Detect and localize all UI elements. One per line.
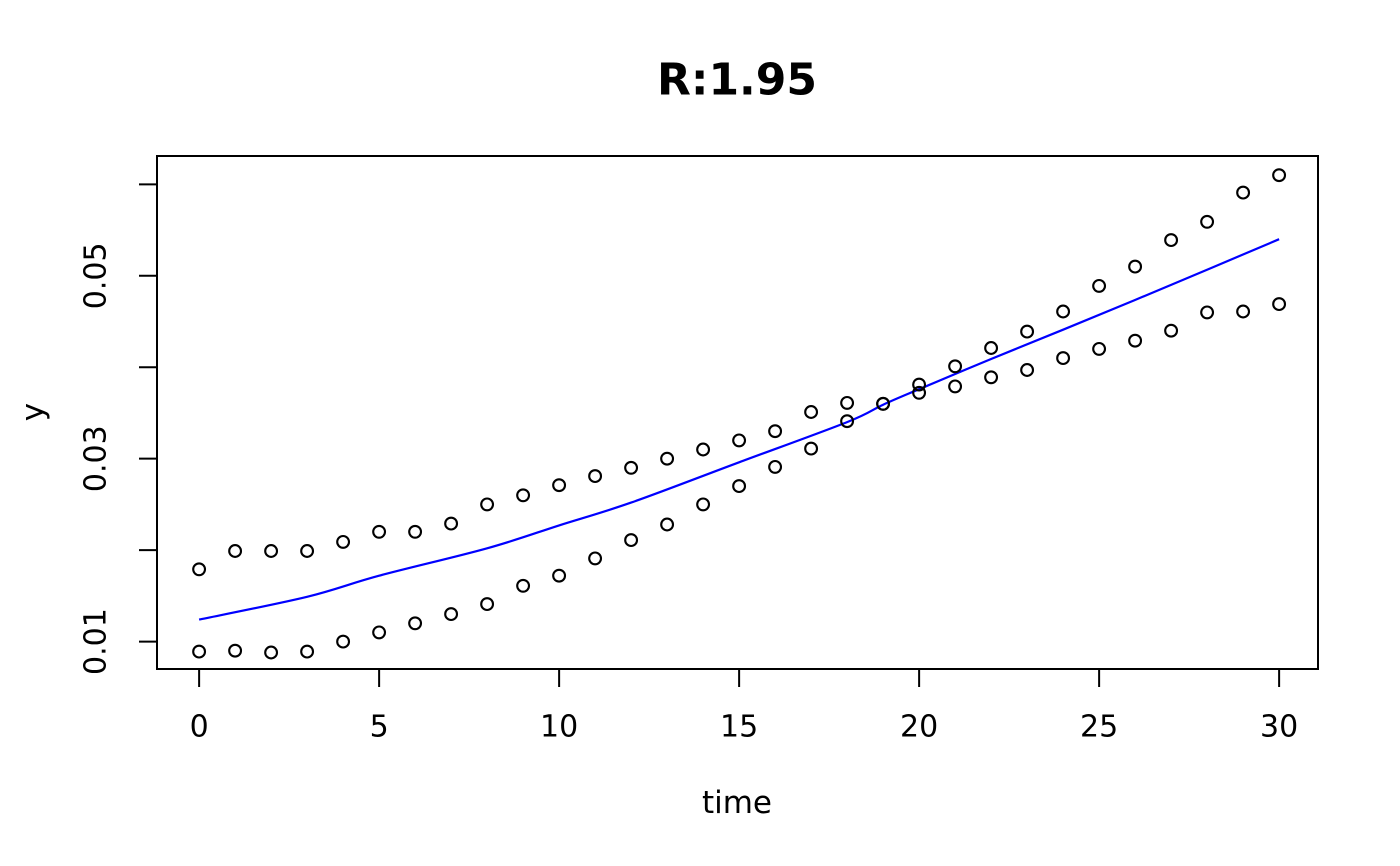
x-tick-label: 15 [720,710,758,745]
data-point-lower-bound [408,616,423,631]
data-point-upper-bound [588,469,603,484]
data-point-lower-bound [300,644,315,659]
data-point-lower-bound [1164,323,1179,338]
data-point-lower-bound [1056,351,1071,366]
data-point-upper-bound [480,497,495,512]
data-point-upper-bound [264,544,279,558]
x-axis-ticks: 0 5 10 15 20 25 30 [190,669,1298,745]
x-axis-label: time [702,785,772,821]
data-point-lower-bound [336,634,351,649]
x-tick-label: 20 [900,710,938,745]
data-point-lower-bound [804,441,819,456]
data-point-upper-bound [804,405,819,419]
data-point-lower-bound [876,396,891,411]
data-point-upper-bound [1200,214,1215,229]
data-point-upper-bound [912,377,927,392]
data-point-lower-bound [444,607,459,622]
data-point-upper-bound [660,451,675,466]
x-tick-label: 30 [1260,710,1298,745]
y-axis-ticks: 0.01 0.03 0.05 [79,183,157,675]
data-point-lower-bound [588,551,603,566]
data-point-upper-bound [624,460,639,475]
data-point-upper-bound [1092,278,1107,293]
data-point-lower-bound [192,644,207,659]
data-point-lower-bound [480,597,495,612]
data-point-lower-bound [624,533,639,548]
x-tick-label: 0 [190,710,209,745]
data-point-lower-bound [948,379,963,394]
data-point-upper-bound [300,544,315,558]
data-point-upper-bound [1164,233,1179,248]
data-point-upper-bound [1020,324,1035,339]
x-tick-label: 5 [370,710,389,745]
data-point-lower-bound [372,625,387,640]
data-point-upper-bound [984,341,999,355]
data-point-upper-bound [768,424,783,439]
data-point-upper-bound [1236,185,1251,200]
data-point-lower-bound [264,645,279,660]
x-tick-label: 25 [1080,710,1118,745]
data-point-upper-bound [444,516,459,531]
data-point-upper-bound [372,524,387,539]
data-point-upper-bound [228,544,243,558]
data-point-lower-bound [984,370,999,385]
data-point-upper-bound [732,433,747,448]
x-tick-label: 10 [540,710,578,745]
data-points-layer [192,168,1287,660]
data-point-lower-bound [732,479,747,494]
data-point-upper-bound [192,562,207,577]
data-point-lower-bound [1200,305,1215,320]
data-point-lower-bound [1092,341,1107,356]
data-point-lower-bound [840,414,855,429]
data-point-lower-bound [516,578,531,593]
data-point-upper-bound [552,478,567,493]
plot-box [156,155,1319,670]
y-tick-label: 0.03 [79,425,114,492]
y-tick-label: 0.05 [79,242,114,309]
y-tick-label: 0.01 [79,608,114,675]
plot-title: R:1.95 [657,55,817,106]
data-point-upper-bound [516,488,531,503]
data-point-lower-bound [228,643,243,658]
data-point-lower-bound [768,459,783,474]
data-point-upper-bound [840,395,855,410]
data-point-lower-bound [1020,363,1035,377]
data-point-upper-bound [1056,304,1071,319]
data-point-upper-bound [948,359,963,374]
data-point-lower-bound [552,568,567,583]
fitted-curve-path [198,238,1280,621]
data-point-lower-bound [696,497,711,512]
data-point-lower-bound [660,517,675,532]
fitted-curve-layer [198,238,1280,621]
y-axis-label: y [15,403,51,421]
data-point-upper-bound [336,534,351,549]
data-point-upper-bound [1128,259,1143,274]
data-point-upper-bound [408,524,423,539]
data-point-lower-bound [1272,297,1287,312]
data-point-upper-bound [1272,168,1287,183]
data-point-lower-bound [912,385,927,400]
data-point-lower-bound [1236,304,1251,319]
data-point-upper-bound [696,442,711,457]
data-point-lower-bound [1128,333,1143,348]
